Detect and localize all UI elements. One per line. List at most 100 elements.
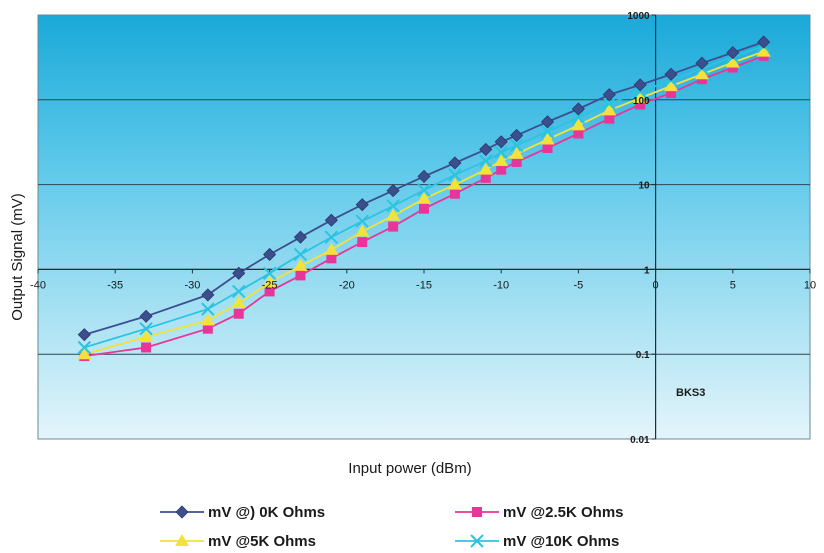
legend-item-3: mV @10K Ohms (455, 533, 619, 550)
point-s2-15 (571, 118, 586, 131)
point-s2-17 (633, 91, 648, 104)
point-s3-5 (293, 247, 308, 262)
legend-label-0: mV @) 0K Ohms (208, 504, 325, 521)
series-line-2 (84, 50, 764, 356)
point-s0-16 (602, 88, 616, 102)
point-s0-6 (324, 213, 338, 227)
point-s2-1 (139, 329, 154, 342)
legend-label-1: mV @2.5K Ohms (503, 504, 624, 521)
point-s2-21 (756, 44, 771, 57)
point-s3-6 (324, 230, 339, 244)
legend-item-1: mV @2.5K Ohms (455, 504, 624, 521)
x-tick-label-3: -25 (262, 279, 278, 291)
x-tick-label-2: -30 (184, 279, 200, 291)
point-s1-1 (141, 342, 152, 353)
point-s3-3 (232, 284, 246, 299)
point-s3-17 (633, 84, 647, 99)
point-s2-13 (509, 146, 524, 159)
point-s3-12 (494, 145, 508, 160)
point-s0-1 (139, 309, 153, 323)
point-s3-8 (386, 199, 400, 213)
point-s1-7 (357, 237, 368, 248)
point-s1-6 (326, 253, 337, 264)
legend-item-0: mV @) 0K Ohms (160, 504, 325, 521)
point-s3-16 (602, 96, 616, 111)
point-s2-9 (417, 191, 431, 204)
legend-marker-1 (472, 507, 482, 517)
point-s0-0 (77, 328, 91, 342)
point-s2-14 (540, 132, 555, 145)
point-s0-21 (757, 35, 771, 49)
x-tick-label-10: 10 (804, 279, 816, 291)
point-s1-16 (604, 113, 615, 124)
point-s2-18 (664, 79, 679, 92)
point-s2-10 (447, 177, 462, 190)
point-s1-11 (480, 172, 491, 183)
point-s1-13 (511, 156, 522, 167)
point-s0-15 (571, 102, 585, 116)
point-s0-7 (355, 198, 369, 212)
x-tick-label-7: -5 (574, 279, 584, 291)
point-s1-14 (542, 143, 553, 154)
point-s2-16 (602, 103, 617, 116)
point-s2-2 (200, 313, 215, 326)
y-axis-title: Output Signal (mV) (9, 193, 26, 321)
tick-labels: -40 -35 -30 -25 -20 -15 -10 -5 0 5 10 1000 100 10 1 0.1… (30, 11, 816, 446)
point-s1-4 (264, 286, 275, 297)
point-s1-12 (496, 164, 507, 175)
point-s0-3 (232, 266, 246, 280)
point-s2-19 (694, 67, 709, 80)
point-s0-19 (695, 56, 709, 70)
point-s3-11 (479, 154, 493, 168)
y-tick-label-3: 1 (644, 265, 650, 276)
y-tick-label-1: 100 (633, 96, 650, 107)
point-s1-17 (635, 99, 646, 110)
point-s1-9 (419, 203, 429, 214)
point-s2-0 (77, 347, 92, 360)
x-tick-label-4: -20 (339, 279, 355, 291)
point-s3-0 (77, 340, 92, 355)
point-s2-7 (355, 224, 370, 237)
legend-marker-0 (175, 505, 189, 519)
point-s0-20 (726, 46, 740, 60)
point-s3-10 (448, 168, 462, 182)
point-s2-3 (231, 296, 246, 309)
point-s0-12 (494, 135, 508, 149)
y-tick-label-0: 1000 (627, 11, 650, 22)
x-axis-title: Input power (dBm) (348, 460, 471, 477)
x-tick-label-8: 0 (653, 279, 659, 291)
x-tick-label-0: -40 (30, 279, 46, 291)
point-s0-14 (540, 115, 555, 129)
x-tick-label-9: 5 (730, 279, 736, 291)
series-2 (77, 44, 771, 360)
legend: mV @) 0K Ohms mV @2.5K Ohms mV @5K Ohms mV … (160, 504, 624, 550)
series-line-1 (84, 54, 765, 357)
point-s0-17 (633, 78, 647, 92)
legend-marker-2 (175, 534, 189, 546)
x-tick-label-6: -10 (493, 279, 509, 291)
point-s3-4 (262, 266, 277, 280)
point-s0-10 (448, 156, 462, 170)
point-s1-18 (666, 88, 677, 99)
point-s2-5 (293, 258, 308, 271)
point-s1-3 (233, 308, 244, 319)
point-s2-11 (478, 162, 493, 175)
point-s3-1 (139, 321, 153, 336)
y-tick-label-2: 10 (638, 181, 650, 192)
x-tick-label-1: -35 (107, 279, 123, 291)
x-tick-label-5: -15 (416, 279, 432, 291)
legend-label-3: mV @10K Ohms (503, 533, 619, 550)
point-s3-15 (571, 110, 586, 125)
point-s0-8 (386, 184, 400, 198)
point-s2-4 (262, 275, 277, 288)
point-s3-9 (417, 183, 431, 197)
point-s2-8 (386, 208, 401, 221)
point-s1-10 (449, 188, 460, 199)
point-s0-4 (263, 247, 277, 262)
point-s3-14 (540, 125, 555, 139)
point-s3-2 (201, 302, 215, 316)
legend-item-2: mV @5K Ohms (160, 533, 316, 550)
y-tick-label-5: 0.01 (630, 435, 650, 446)
point-s2-20 (725, 55, 740, 68)
series-group (77, 35, 771, 362)
